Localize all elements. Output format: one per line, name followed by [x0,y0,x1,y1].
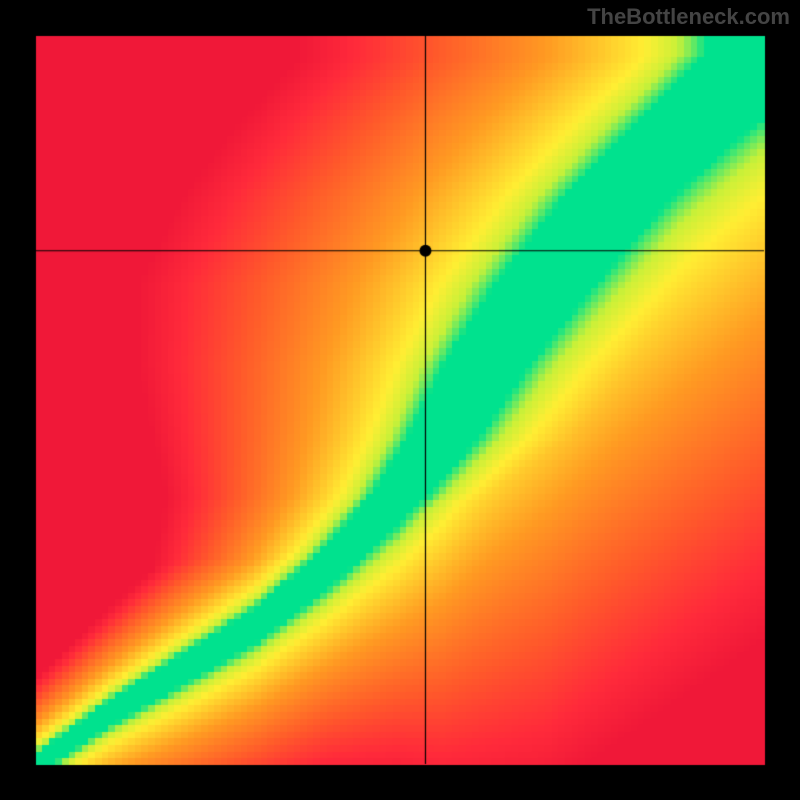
chart-container: TheBottleneck.com [0,0,800,800]
attribution-label: TheBottleneck.com [587,4,790,30]
heatmap-canvas [0,0,800,800]
